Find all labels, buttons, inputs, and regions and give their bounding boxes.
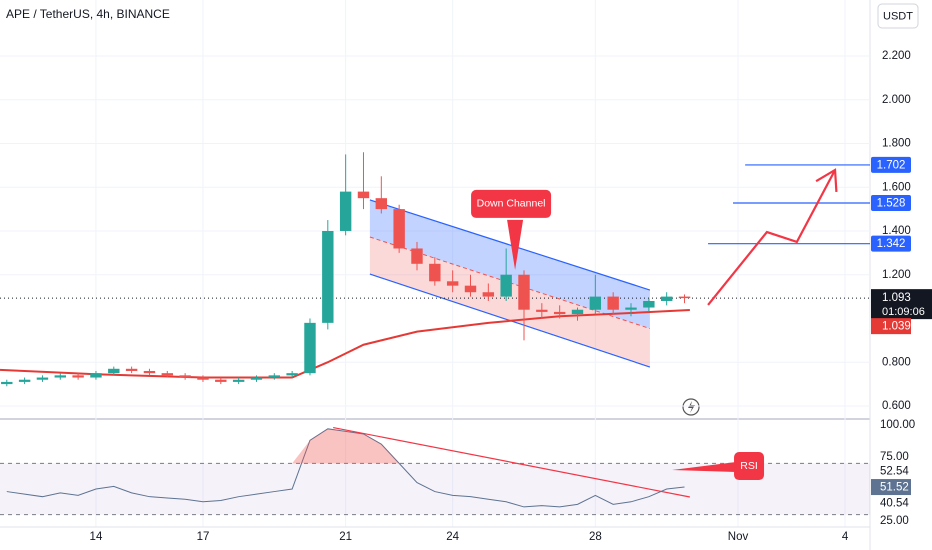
- y-tick-label: 1.600: [882, 181, 911, 193]
- candle-body: [375, 198, 388, 210]
- target-label: 1.342: [877, 238, 906, 250]
- channel-upper-fill: [369, 199, 650, 329]
- channel-upper: [369, 199, 651, 291]
- target-label-box: [871, 235, 911, 252]
- rsi-level-label: 40.54: [880, 498, 909, 510]
- candle-body: [90, 373, 102, 378]
- candle-body: [1, 381, 13, 385]
- callout-box: [471, 189, 552, 218]
- candle-body: [215, 379, 227, 382]
- candle-body: [393, 209, 405, 249]
- target-label: 1.528: [877, 198, 906, 210]
- candle-body: [589, 296, 602, 310]
- candle-body: [54, 375, 66, 378]
- callout-pointer: [507, 219, 524, 270]
- target-label-box: [871, 194, 911, 211]
- candle-body: [625, 307, 637, 310]
- x-tick-label: 28: [589, 531, 602, 543]
- candle-body: [500, 274, 512, 297]
- candle-body: [36, 377, 49, 380]
- grid: [0, 0, 870, 527]
- target-label: 1.702: [877, 159, 906, 171]
- rsi-band: [0, 463, 870, 515]
- rsi-level-label: 52.54: [880, 466, 909, 478]
- y-tick-label: 1.400: [882, 225, 911, 237]
- candle-body: [108, 368, 120, 374]
- candle-body: [678, 296, 691, 299]
- candle-body: [411, 248, 423, 264]
- rsi-tick-label: 75.00: [880, 451, 909, 463]
- y-tick-label: 1.800: [882, 138, 911, 150]
- ma-label: 1.039: [882, 321, 911, 333]
- candle-body: [482, 292, 495, 297]
- y-tick-label: 1.200: [882, 269, 911, 281]
- candle-body: [125, 368, 138, 371]
- countdown-label: 01:09:06: [882, 306, 925, 318]
- candle-body: [322, 230, 334, 323]
- candle-body: [268, 375, 281, 378]
- candle-body: [339, 191, 352, 231]
- x-tick-label: 14: [90, 531, 103, 543]
- currency-button[interactable]: [877, 3, 919, 29]
- candle-body: [286, 373, 298, 376]
- candle-body: [357, 191, 370, 199]
- y-tick-label: 0.800: [882, 356, 911, 368]
- candle-body: [446, 281, 459, 286]
- candle-body: [304, 322, 316, 374]
- x-tick-label: 21: [339, 531, 352, 543]
- rsi-line: [6, 428, 685, 508]
- candle-body: [72, 375, 84, 378]
- x-tick-label: 17: [197, 531, 210, 543]
- rsi-tick-label: 100.00: [880, 419, 915, 431]
- candle-body: [553, 311, 566, 315]
- candle-body: [179, 375, 191, 378]
- projection-arrow: [707, 169, 837, 306]
- x-tick-label: 4: [842, 531, 849, 543]
- rsi-callout-pointer: [672, 462, 737, 473]
- candle-body: [143, 370, 156, 374]
- ma-label-box: [871, 318, 911, 335]
- icon-bolt[interactable]: [688, 401, 695, 413]
- candle-body: [197, 377, 209, 380]
- icon-circle[interactable]: [682, 398, 700, 416]
- currency-label[interactable]: USDT: [883, 10, 913, 22]
- rsi-callout-text: RSI: [740, 460, 758, 472]
- projection-arrowhead: [815, 168, 838, 192]
- candle-body: [518, 274, 530, 310]
- candle-body: [643, 300, 655, 308]
- rsi-level-box: [871, 479, 911, 496]
- candle-body: [536, 309, 548, 312]
- candle-body: [464, 285, 477, 293]
- target-label-box: [871, 156, 911, 173]
- rsi-callout-box: [734, 452, 765, 481]
- candle-body: [161, 373, 174, 376]
- candle-body: [232, 379, 245, 382]
- candle-body: [571, 309, 584, 315]
- y-tick-label: 2.000: [882, 94, 911, 106]
- candle-body: [250, 377, 263, 380]
- last-price-box: [871, 289, 932, 320]
- callout-text: Down Channel: [477, 198, 546, 210]
- candle-body: [607, 296, 619, 310]
- last-price-label: 1.093: [882, 292, 911, 304]
- y-tick-label: 2.200: [882, 50, 911, 62]
- x-tick-label: Nov: [728, 531, 749, 543]
- rsi-trendline: [333, 426, 690, 498]
- replay-icon[interactable]: [682, 398, 700, 416]
- x-tick-label: 24: [446, 531, 459, 543]
- chart-title: APE / TetherUS, 4h, BINANCE: [6, 7, 170, 21]
- y-tick-label: 0.600: [882, 400, 911, 412]
- rsi-tick-label: 25.00: [880, 515, 909, 527]
- rsi-overbought-fill: [6, 428, 685, 464]
- candle-body: [660, 296, 673, 301]
- candle-body: [429, 263, 441, 282]
- candle-body: [18, 379, 31, 382]
- rsi-level-label: 51.52: [880, 482, 909, 494]
